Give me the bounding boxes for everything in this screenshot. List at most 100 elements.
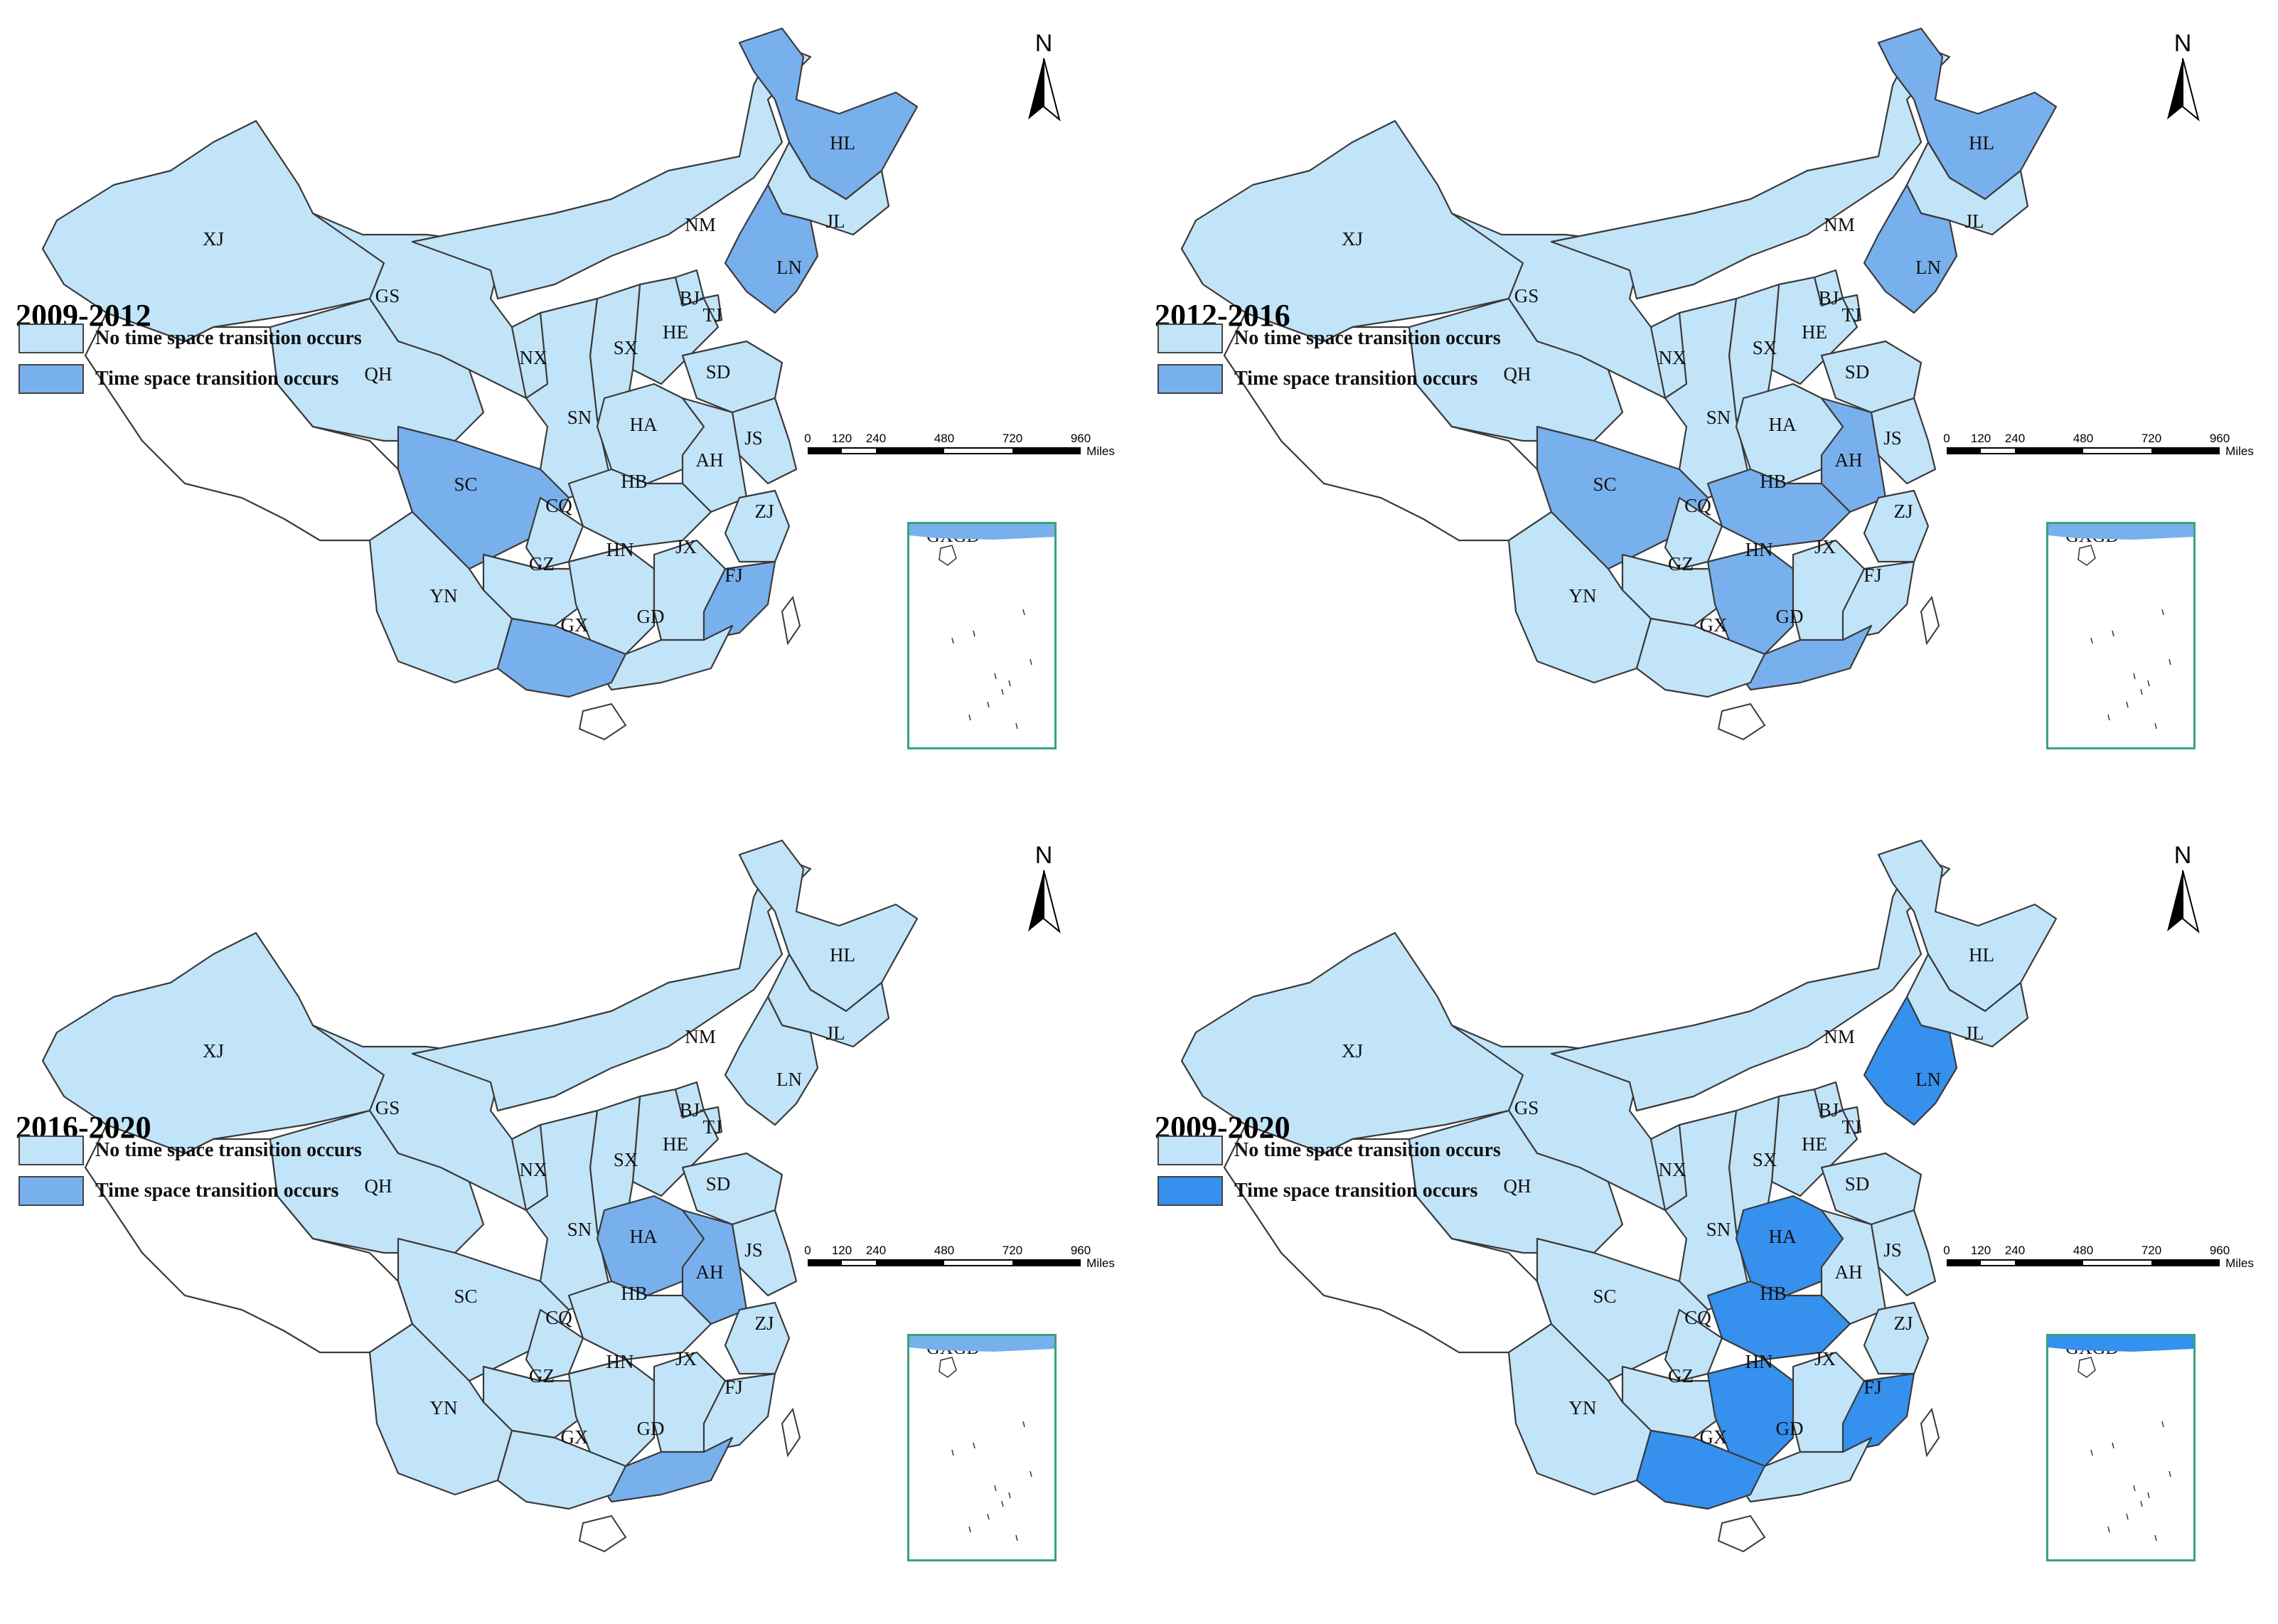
hainan-island xyxy=(578,703,627,741)
legend-swatch-transition xyxy=(1157,1176,1223,1206)
province-hn xyxy=(1706,546,1795,656)
province-ln xyxy=(1863,995,1958,1126)
province-gx xyxy=(1635,1429,1766,1510)
province-label-xj: XJ xyxy=(203,228,224,250)
legend-swatch-transition xyxy=(18,1176,84,1206)
province-label-jx: JX xyxy=(1814,1348,1836,1369)
province-label-sx: SX xyxy=(1753,1149,1777,1170)
province-he xyxy=(1770,276,1859,385)
province-hn xyxy=(1706,1358,1795,1468)
svg-text:Miles: Miles xyxy=(2225,1256,2254,1270)
province-label-hn: HN xyxy=(606,539,634,560)
south-china-sea-inset: GXGD xyxy=(2046,1334,2196,1561)
province-label-xj: XJ xyxy=(203,1040,224,1062)
province-gx xyxy=(496,617,627,698)
svg-text:N: N xyxy=(2174,30,2192,57)
svg-text:240: 240 xyxy=(866,1244,886,1257)
province-label-zj: ZJ xyxy=(755,1313,774,1334)
svg-text:960: 960 xyxy=(1071,432,1091,445)
province-nm xyxy=(411,41,812,300)
svg-text:120: 120 xyxy=(832,432,852,445)
south-china-sea-inset: GXGD xyxy=(907,1334,1057,1561)
province-hl xyxy=(1877,27,2058,201)
province-label-sc: SC xyxy=(454,1286,477,1307)
province-cq xyxy=(525,496,584,570)
province-fj xyxy=(702,560,776,641)
svg-text:960: 960 xyxy=(1071,1244,1091,1257)
province-label-he: HE xyxy=(1802,321,1827,343)
province-fj xyxy=(1841,1372,1915,1453)
map-panel-2009-2012: XJ GS QH NM HL JL LN BJ TJ HE SX SD NX SN HA JS AH HB SC CQ… xyxy=(0,0,1139,812)
province-label-qh: QH xyxy=(365,1175,392,1197)
province-label-qh: QH xyxy=(1504,1175,1531,1197)
province-label-ah: AH xyxy=(696,1261,724,1283)
province-label-hb: HB xyxy=(1760,471,1787,492)
province-label-nm: NM xyxy=(1824,1026,1855,1047)
province-nm xyxy=(1550,853,1951,1112)
province-label-ha: HA xyxy=(1769,414,1797,435)
province-nm xyxy=(1550,41,1951,300)
legend-swatch-no-transition xyxy=(18,1136,84,1165)
province-label-he: HE xyxy=(663,1133,688,1155)
province-label-yn: YN xyxy=(430,585,458,607)
province-label-nx: NX xyxy=(1659,347,1686,368)
province-label-zj: ZJ xyxy=(1894,501,1913,522)
province-label-bj: BJ xyxy=(680,287,700,309)
province-label-gs: GS xyxy=(1514,285,1539,306)
svg-text:0: 0 xyxy=(804,432,811,445)
province-label-gd: GD xyxy=(637,1418,665,1439)
province-label-zj: ZJ xyxy=(1894,1313,1913,1334)
legend-transition: Time space transition occurs xyxy=(1157,364,1477,394)
province-cq xyxy=(525,1308,584,1382)
province-label-jx: JX xyxy=(1814,536,1836,557)
province-label-jl: JL xyxy=(826,210,845,232)
legend-label-transition: Time space transition occurs xyxy=(95,1180,339,1202)
province-label-hb: HB xyxy=(621,1283,648,1304)
province-label-nx: NX xyxy=(1659,1159,1686,1180)
province-label-ah: AH xyxy=(696,449,724,471)
province-label-nm: NM xyxy=(685,214,716,235)
province-label-sd: SD xyxy=(706,361,731,383)
province-label-sd: SD xyxy=(1845,361,1870,383)
province-label-sn: SN xyxy=(1706,1219,1731,1240)
province-label-js: JS xyxy=(744,427,763,449)
province-label-sn: SN xyxy=(567,1219,592,1240)
province-label-jx: JX xyxy=(675,1348,697,1369)
province-label-bj: BJ xyxy=(1819,287,1839,309)
province-label-qh: QH xyxy=(1504,363,1531,385)
province-label-sc: SC xyxy=(454,474,477,495)
province-hl xyxy=(738,27,919,201)
south-china-sea-inset: GXGD xyxy=(907,522,1057,749)
legend-label-no-transition: No time space transition occurs xyxy=(95,327,362,349)
svg-text:240: 240 xyxy=(866,432,886,445)
province-label-fj: FJ xyxy=(1863,1377,1882,1398)
province-label-bj: BJ xyxy=(680,1099,700,1121)
inset-islands xyxy=(909,1336,1054,1542)
svg-text:N: N xyxy=(1035,842,1053,869)
svg-text:N: N xyxy=(2174,842,2192,869)
province-label-hb: HB xyxy=(621,471,648,492)
province-fj xyxy=(1841,560,1915,641)
province-qh xyxy=(1408,1109,1624,1254)
svg-text:0: 0 xyxy=(1943,432,1950,445)
province-label-jl: JL xyxy=(1965,1022,1984,1044)
map-panel-2009-2020: XJ GS QH NM HL JL LN BJ TJ HE SX SD NX SN HA JS AH HB SC CQ… xyxy=(1139,812,2278,1624)
province-label-sn: SN xyxy=(567,407,592,428)
north-arrow-icon: N xyxy=(2167,30,2200,122)
inset-islands xyxy=(909,524,1054,730)
province-label-gz: GZ xyxy=(1668,1365,1694,1387)
province-label-nm: NM xyxy=(685,1026,716,1047)
legend-transition: Time space transition occurs xyxy=(18,364,338,394)
svg-text:0: 0 xyxy=(1943,1244,1950,1257)
province-label-gs: GS xyxy=(375,285,400,306)
province-label-tj: TJ xyxy=(1842,304,1861,326)
svg-text:480: 480 xyxy=(2073,1244,2093,1257)
province-label-ah: AH xyxy=(1835,1261,1863,1283)
province-label-fj: FJ xyxy=(724,565,743,586)
hainan-island xyxy=(1717,1515,1766,1553)
province-label-cq: CQ xyxy=(545,1307,572,1328)
